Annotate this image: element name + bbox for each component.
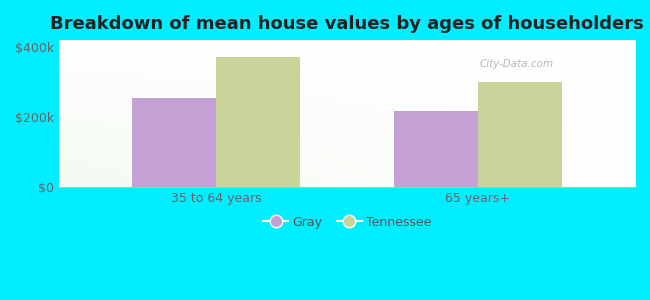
Bar bbox=[478, 82, 562, 187]
Legend: Gray, Tennessee: Gray, Tennessee bbox=[258, 211, 436, 234]
Text: City-Data.com: City-Data.com bbox=[480, 59, 554, 69]
Bar bbox=[394, 111, 478, 187]
Bar bbox=[216, 57, 300, 187]
Bar bbox=[133, 98, 216, 187]
Title: Breakdown of mean house values by ages of householders: Breakdown of mean house values by ages o… bbox=[50, 15, 644, 33]
